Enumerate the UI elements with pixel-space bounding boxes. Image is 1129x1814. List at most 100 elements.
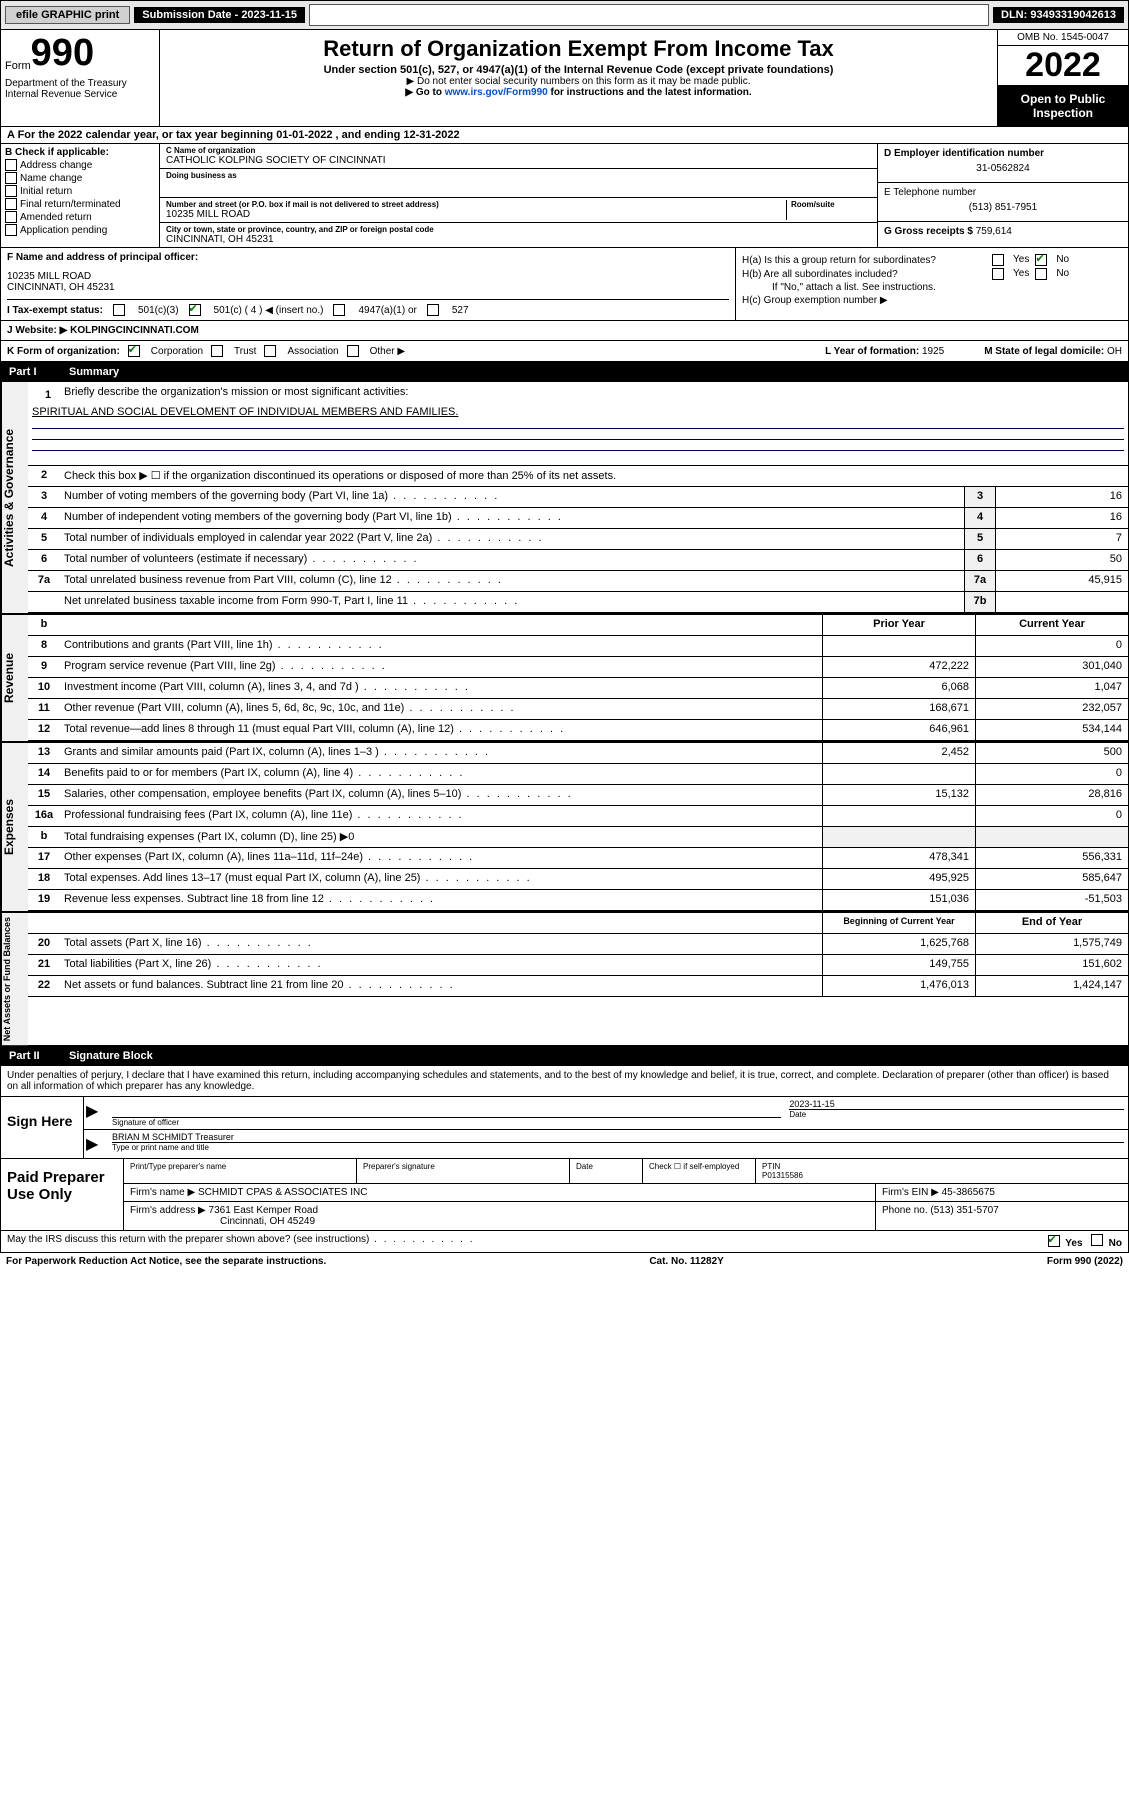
form-label: Form xyxy=(5,60,31,72)
4947-label: 4947(a)(1) or xyxy=(358,305,416,316)
shaded-cell xyxy=(975,827,1128,847)
discuss-no-label: No xyxy=(1109,1238,1122,1249)
corporation-label: Corporation xyxy=(151,346,203,357)
paid-preparer-label: Paid Preparer Use Only xyxy=(1,1159,124,1230)
korg-label: K Form of organization: xyxy=(7,346,120,357)
line-num: 8 xyxy=(28,636,60,656)
line-value xyxy=(995,592,1128,612)
efile-print-button[interactable]: efile GRAPHIC print xyxy=(5,6,130,24)
line-box: 4 xyxy=(964,508,995,528)
prior-value: 2,452 xyxy=(822,743,975,763)
gross-receipts-label: G Gross receipts $ xyxy=(884,226,973,237)
line-num: 15 xyxy=(28,785,60,805)
501c-checkbox[interactable] xyxy=(189,304,201,316)
amended-return-checkbox[interactable] xyxy=(5,211,17,223)
hb-no-checkbox[interactable] xyxy=(1035,268,1047,280)
current-value: -51,503 xyxy=(975,890,1128,910)
other-label: Other ▶ xyxy=(370,346,405,357)
org-name-label: C Name of organization xyxy=(166,146,871,155)
tax-year: 2022 xyxy=(998,46,1128,86)
current-value: 534,144 xyxy=(975,720,1128,740)
hb-note: If "No," attach a list. See instructions… xyxy=(742,282,1122,293)
527-checkbox[interactable] xyxy=(427,304,439,316)
form-header: Form 990 Department of the Treasury Inte… xyxy=(0,30,1129,127)
rev-line: 11 Other revenue (Part VIII, column (A),… xyxy=(28,699,1128,720)
self-employed-check: Check ☐ if self-employed xyxy=(643,1159,756,1183)
4947-checkbox[interactable] xyxy=(333,304,345,316)
bal-line: 21 Total liabilities (Part X, line 26) 1… xyxy=(28,955,1128,976)
paperwork-notice: For Paperwork Reduction Act Notice, see … xyxy=(6,1256,326,1267)
prior-value xyxy=(822,806,975,826)
part1-title: Summary xyxy=(69,366,119,378)
ha-no-checkbox[interactable] xyxy=(1035,254,1047,266)
line-num: 18 xyxy=(28,869,60,889)
line-text: Benefits paid to or for members (Part IX… xyxy=(60,764,822,784)
rev-line: 8 Contributions and grants (Part VIII, l… xyxy=(28,636,1128,657)
ha-yes-checkbox[interactable] xyxy=(992,254,1004,266)
mission-text: SPIRITUAL AND SOCIAL DEVELOMENT OF INDIV… xyxy=(32,406,1124,418)
line-text: Total assets (Part X, line 16) xyxy=(60,934,822,954)
amended-return-label: Amended return xyxy=(20,212,92,223)
gov-line: 4 Number of independent voting members o… xyxy=(28,508,1128,529)
discuss-yes-checkbox[interactable] xyxy=(1048,1235,1060,1247)
line-num: 20 xyxy=(28,934,60,954)
name-change-checkbox[interactable] xyxy=(5,172,17,184)
line-num: 22 xyxy=(28,976,60,996)
line-text: Net unrelated business taxable income fr… xyxy=(60,592,964,612)
line-num xyxy=(28,592,60,612)
ein-label: D Employer identification number xyxy=(884,148,1122,159)
irs-instructions-link[interactable]: www.irs.gov/Form990 xyxy=(445,87,548,98)
city-label: City or town, state or province, country… xyxy=(166,225,871,234)
corporation-checkbox[interactable] xyxy=(128,345,140,357)
line-text: Other revenue (Part VIII, column (A), li… xyxy=(60,699,822,719)
balances-tab: Net Assets or Fund Balances xyxy=(1,913,28,1045)
yes-label: Yes xyxy=(1013,254,1029,266)
line-text: Professional fundraising fees (Part IX, … xyxy=(60,806,822,826)
line-box: 7a xyxy=(964,571,995,591)
line-num: 16a xyxy=(28,806,60,826)
ptin-label: PTIN xyxy=(762,1162,780,1171)
rev-line: 12 Total revenue—add lines 8 through 11 … xyxy=(28,720,1128,741)
exp-line: 18 Total expenses. Add lines 13–17 (must… xyxy=(28,869,1128,890)
part2-header: Part II Signature Block xyxy=(0,1046,1129,1066)
line-num: 4 xyxy=(28,508,60,528)
shaded-cell xyxy=(822,827,975,847)
other-checkbox[interactable] xyxy=(347,345,359,357)
trust-checkbox[interactable] xyxy=(211,345,223,357)
discuss-row: May the IRS discuss this return with the… xyxy=(0,1231,1129,1253)
line1-label: Briefly describe the organization's miss… xyxy=(64,386,408,404)
prior-value: 6,068 xyxy=(822,678,975,698)
paid-preparer-block: Paid Preparer Use Only Print/Type prepar… xyxy=(0,1159,1129,1231)
website-value: KOLPINGCINCINNATI.COM xyxy=(70,325,199,336)
phone-label: E Telephone number xyxy=(884,187,1122,198)
501c-label: 501(c) ( 4 ) ◀ (insert no.) xyxy=(214,305,324,316)
domicile-label: M State of legal domicile: xyxy=(984,346,1104,357)
no-label: No xyxy=(1056,254,1069,266)
prior-value: 478,341 xyxy=(822,848,975,868)
exp-line: 17 Other expenses (Part IX, column (A), … xyxy=(28,848,1128,869)
501c3-checkbox[interactable] xyxy=(113,304,125,316)
address-change-checkbox[interactable] xyxy=(5,159,17,171)
phone-value: (513) 851-7951 xyxy=(884,198,1122,217)
room-label: Room/suite xyxy=(791,200,871,209)
begin-year-header: Beginning of Current Year xyxy=(822,913,975,933)
governance-tab: Activities & Governance xyxy=(1,382,28,613)
line-num: 10 xyxy=(28,678,60,698)
end-value: 1,575,749 xyxy=(975,934,1128,954)
line-num: 9 xyxy=(28,657,60,677)
penalty-statement: Under penalties of perjury, I declare th… xyxy=(0,1066,1129,1097)
gov-line: Net unrelated business taxable income fr… xyxy=(28,592,1128,613)
discuss-no-checkbox[interactable] xyxy=(1091,1234,1103,1246)
final-return-checkbox[interactable] xyxy=(5,198,17,210)
website-label: J Website: ▶ xyxy=(7,325,67,336)
current-year-header: Current Year xyxy=(975,615,1128,635)
ptin-value: P01315586 xyxy=(762,1171,803,1180)
end-year-header: End of Year xyxy=(975,913,1128,933)
bal-line: 20 Total assets (Part X, line 16) 1,625,… xyxy=(28,934,1128,955)
association-checkbox[interactable] xyxy=(264,345,276,357)
application-pending-checkbox[interactable] xyxy=(5,224,17,236)
officer-addr1: 10235 MILL ROAD xyxy=(7,271,729,282)
initial-return-checkbox[interactable] xyxy=(5,185,17,197)
dln-number: DLN: 93493319042613 xyxy=(993,7,1124,23)
hb-yes-checkbox[interactable] xyxy=(992,268,1004,280)
